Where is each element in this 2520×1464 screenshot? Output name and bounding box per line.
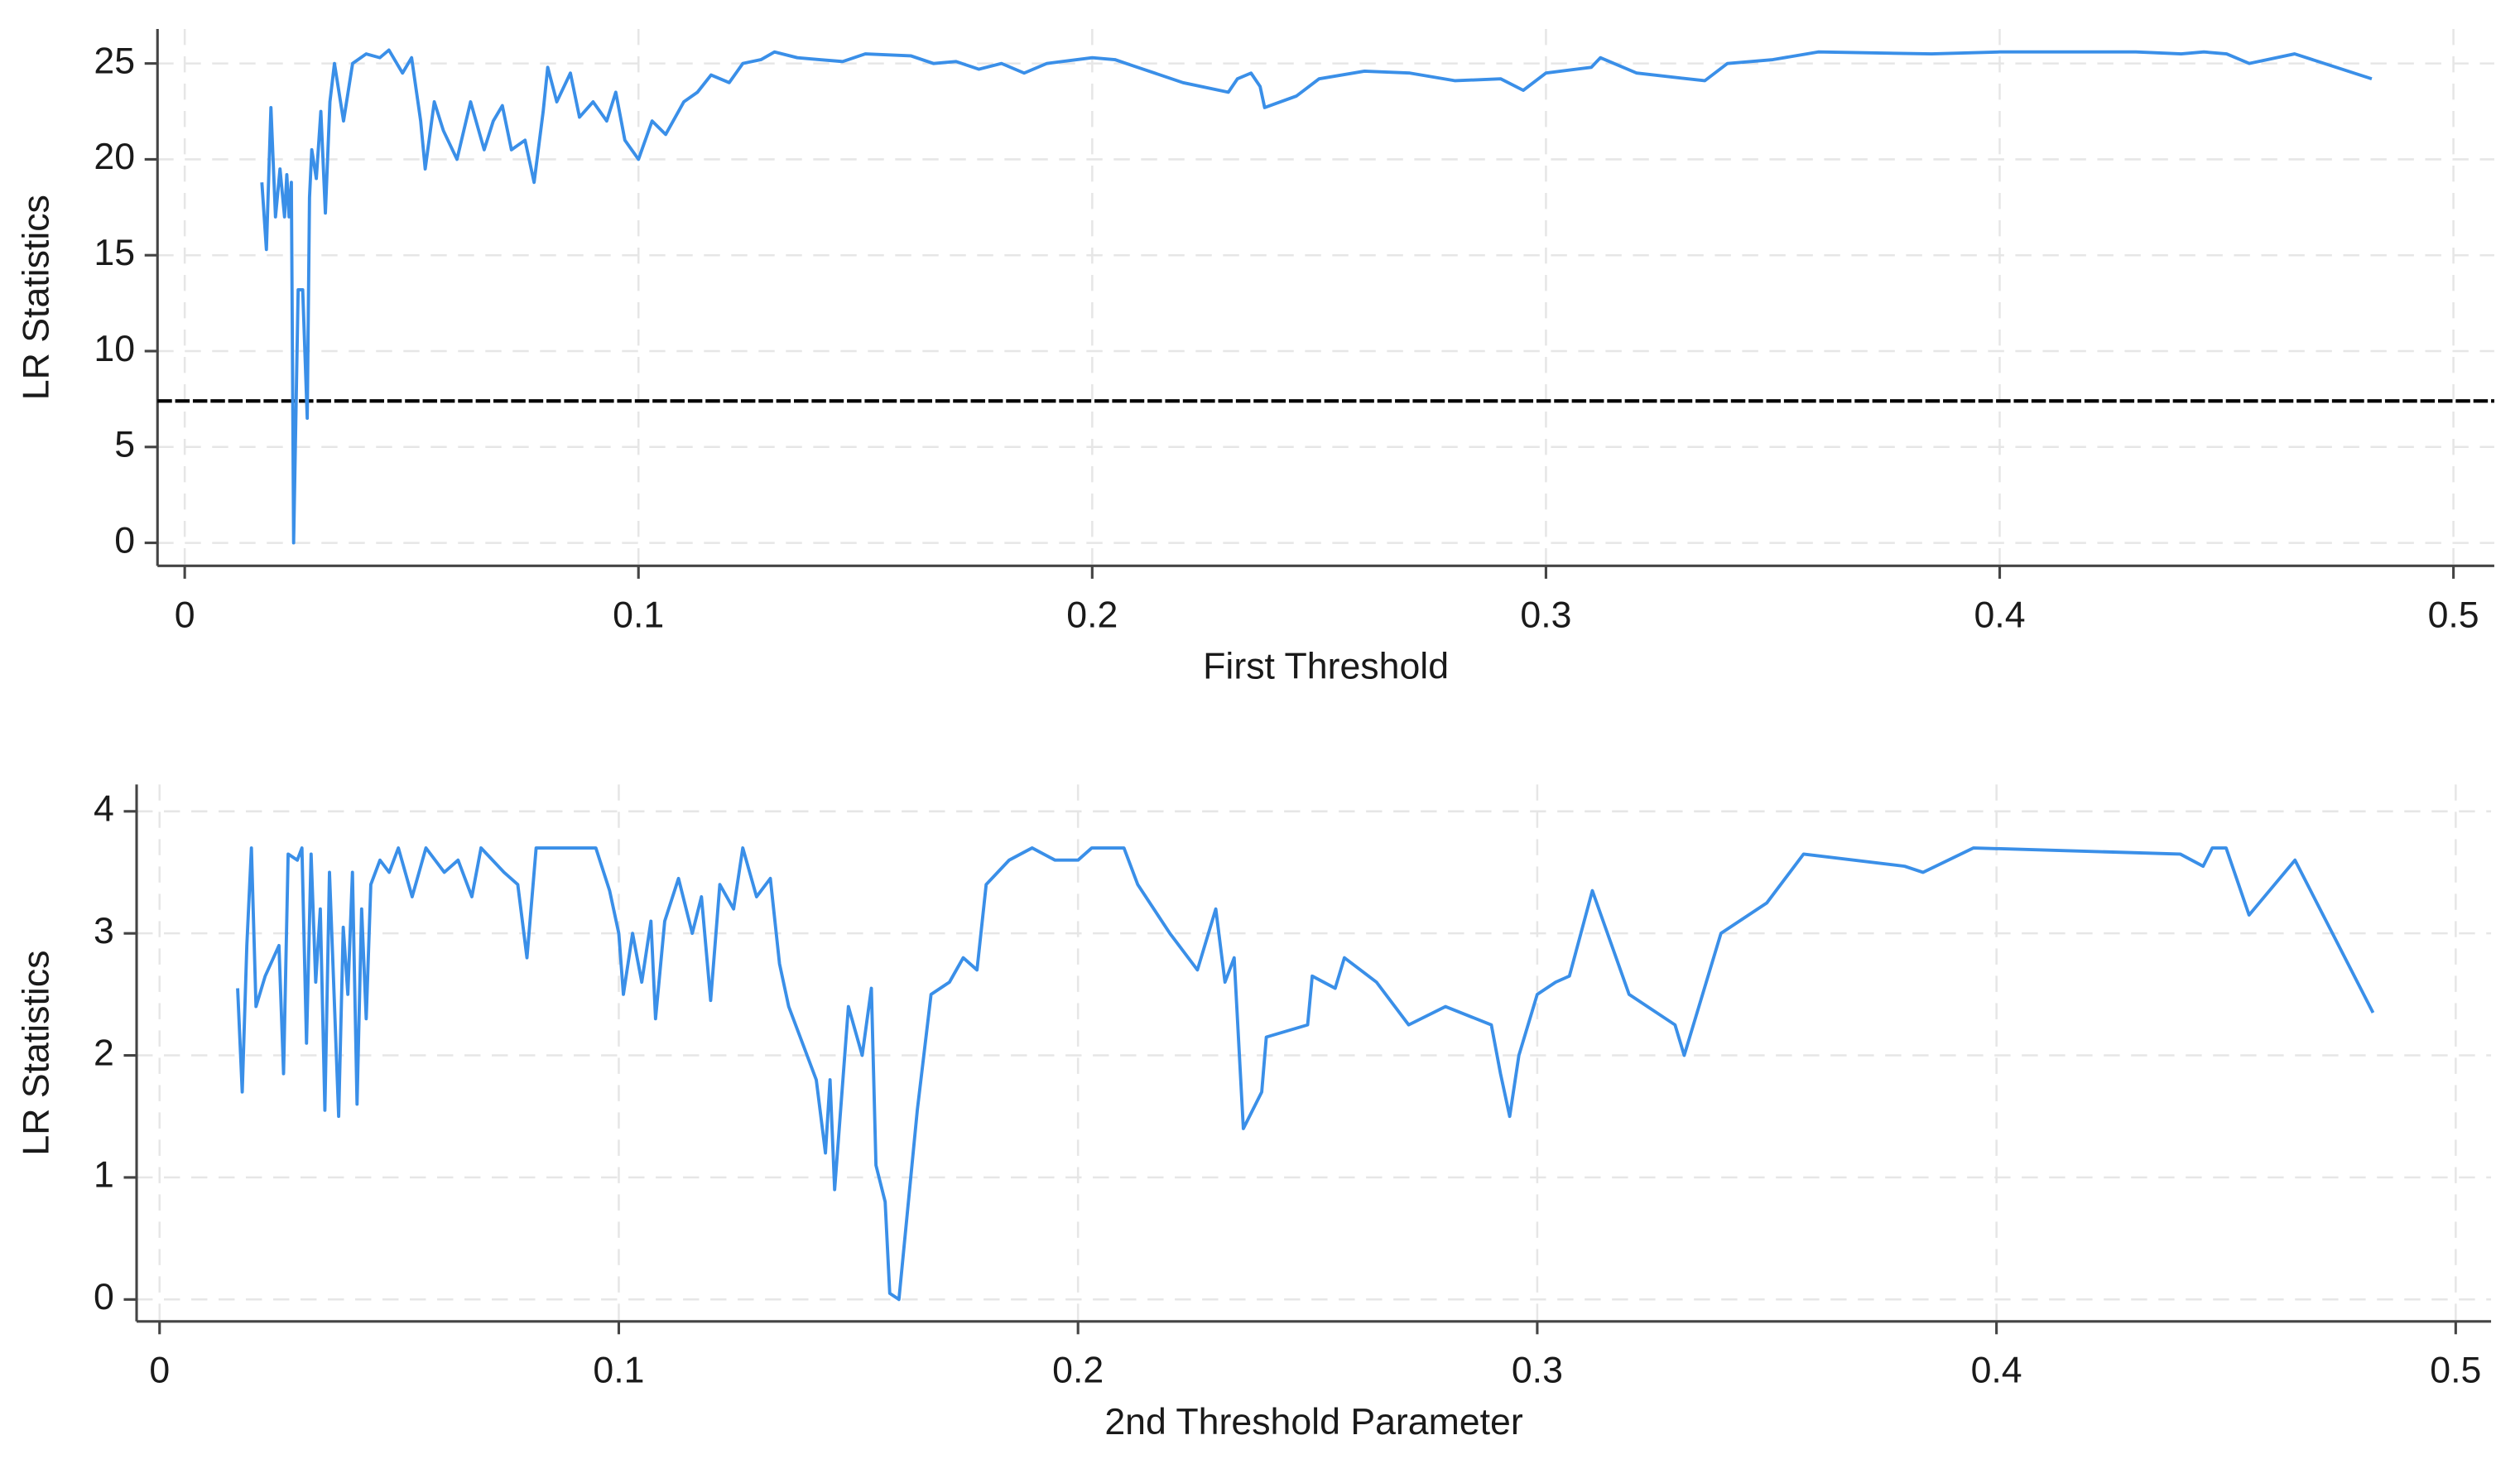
y-tick-label: 1 xyxy=(94,1155,114,1196)
x-tick-label: 0.2 xyxy=(1052,1351,1104,1391)
x-tick-label: 0 xyxy=(149,1351,170,1391)
y-tick-label: 15 xyxy=(94,233,135,273)
y-axis-label: LR Statistics xyxy=(16,195,56,400)
data-line xyxy=(260,48,2373,545)
x-tick-label: 0.5 xyxy=(2430,1351,2481,1391)
y-tick-label: 3 xyxy=(94,911,114,951)
y-tick-label: 10 xyxy=(94,329,135,369)
y-tick-label: 0 xyxy=(114,520,135,561)
x-tick-label: 0.1 xyxy=(613,595,664,635)
x-tick-label: 0 xyxy=(175,595,195,635)
x-axis-label: First Threshold xyxy=(1203,646,1449,686)
y-tick-label: 5 xyxy=(114,425,135,465)
x-axis-label: 2nd Threshold Parameter xyxy=(1104,1402,1523,1442)
x-tick-label: 0.4 xyxy=(1971,1351,2022,1391)
x-tick-label: 0.3 xyxy=(1520,595,1571,635)
y-tick-label: 2 xyxy=(94,1033,114,1073)
y-tick-label: 25 xyxy=(94,41,135,81)
data-line xyxy=(236,846,2375,1302)
y-tick-label: 20 xyxy=(94,137,135,177)
y-axis-label: LR Statistics xyxy=(16,951,56,1156)
y-tick-label: 0 xyxy=(94,1277,114,1317)
y-tick-label: 4 xyxy=(94,789,114,830)
x-tick-label: 0.1 xyxy=(593,1351,644,1391)
x-tick-label: 0.5 xyxy=(2428,595,2479,635)
x-tick-label: 0.3 xyxy=(1512,1351,1563,1391)
x-tick-label: 0.2 xyxy=(1066,595,1118,635)
x-tick-label: 0.4 xyxy=(1974,595,2025,635)
